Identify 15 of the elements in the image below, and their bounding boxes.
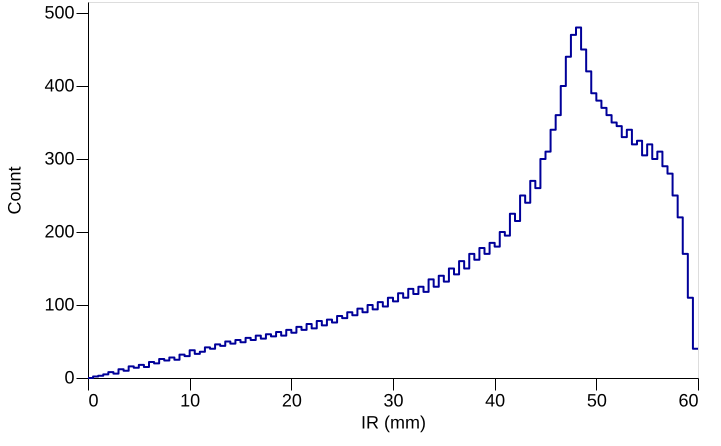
x-tick-label: 50 bbox=[586, 390, 607, 410]
x-tick-label: 10 bbox=[180, 390, 200, 410]
x-axis-title: IR (mm) bbox=[361, 412, 426, 432]
y-tick-label: 200 bbox=[44, 221, 74, 242]
y-tick-label: 400 bbox=[44, 75, 74, 96]
y-tick-label: 500 bbox=[44, 2, 74, 22]
x-tick-label: 20 bbox=[282, 390, 302, 410]
x-tick-label: 30 bbox=[383, 390, 404, 410]
x-tick-label: 60 bbox=[678, 390, 698, 410]
y-tick-label: 0 bbox=[64, 368, 74, 388]
x-tick-label: 40 bbox=[485, 390, 506, 410]
y-tick-label: 300 bbox=[44, 148, 74, 168]
x-tick-label: 0 bbox=[88, 390, 99, 410]
y-tick-label: 100 bbox=[44, 294, 74, 314]
y-axis-title: Count bbox=[4, 166, 24, 215]
